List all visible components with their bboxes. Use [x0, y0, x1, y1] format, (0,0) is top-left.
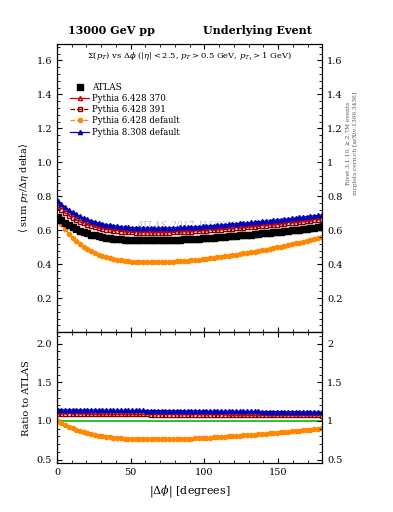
Text: Rivet 3.1.10, ≥ 2.7M events: Rivet 3.1.10, ≥ 2.7M events — [345, 102, 350, 185]
X-axis label: $|\Delta\phi|$ [degrees]: $|\Delta\phi|$ [degrees] — [149, 483, 230, 499]
Y-axis label: $\langle$ sum $p_T / \Delta\eta$ delta$\rangle$: $\langle$ sum $p_T / \Delta\eta$ delta$\… — [17, 142, 31, 233]
Text: mcplots.cern.ch [arXiv:1306.3436]: mcplots.cern.ch [arXiv:1306.3436] — [353, 92, 358, 195]
Text: Underlying Event: Underlying Event — [203, 25, 312, 36]
Y-axis label: Ratio to ATLAS: Ratio to ATLAS — [22, 360, 31, 436]
Text: 13000 GeV pp: 13000 GeV pp — [68, 25, 154, 36]
Legend: ATLAS, Pythia 6.428 370, Pythia 6.428 391, Pythia 6.428 default, Pythia 8.308 de: ATLAS, Pythia 6.428 370, Pythia 6.428 39… — [66, 79, 184, 140]
Text: ATLAS_2017_I1509919: ATLAS_2017_I1509919 — [136, 221, 243, 230]
Text: $\Sigma(p_T)$ vs $\Delta\phi$ ($|\eta| < 2.5$, $p_T > 0.5$ GeV, $p_{T_1} > 1$ Ge: $\Sigma(p_T)$ vs $\Delta\phi$ ($|\eta| <… — [87, 51, 292, 63]
